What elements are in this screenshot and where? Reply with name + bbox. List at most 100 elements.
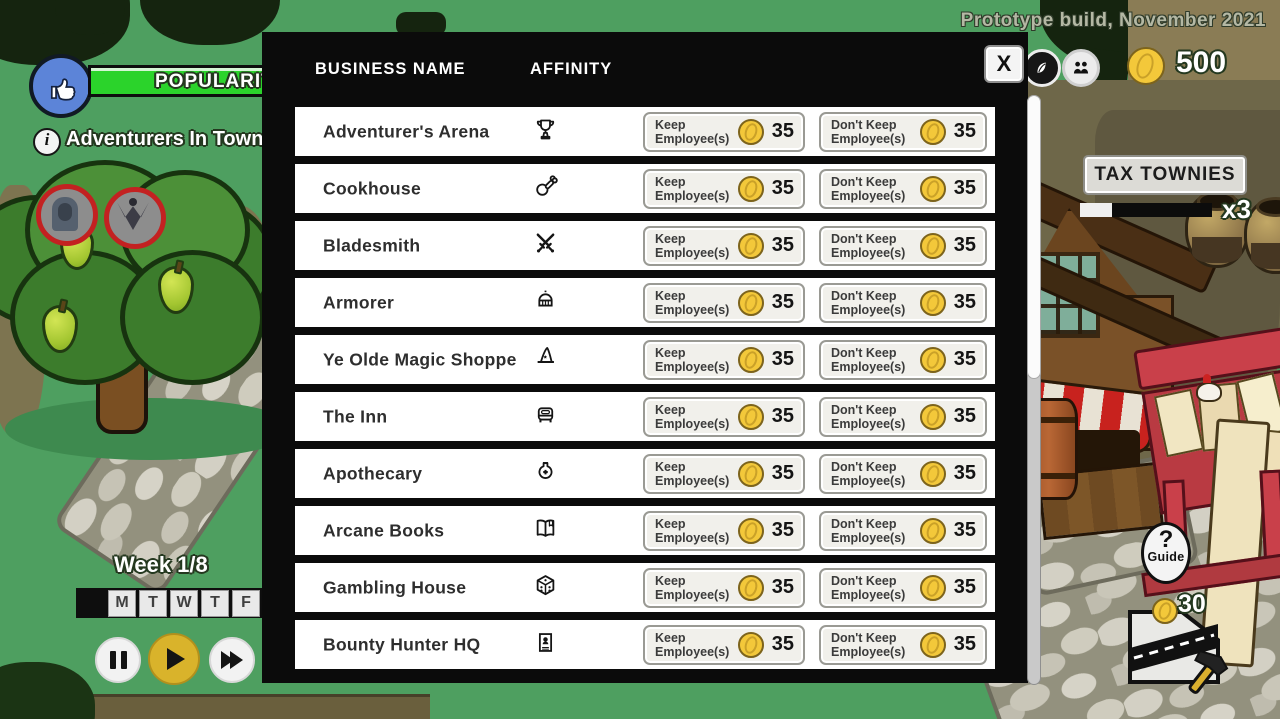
day-cell: T <box>201 589 229 617</box>
tax-progress-bar <box>1080 203 1212 217</box>
play-icon <box>167 648 185 670</box>
keep-employees-button[interactable]: Keep Employee(s) 35 <box>643 567 805 608</box>
dont-keep-employees-button[interactable]: Don't Keep Employee(s) 35 <box>819 624 987 665</box>
bed-icon <box>527 401 563 433</box>
business-row: Arcane Books Keep Employee(s) 35 Don't Ke… <box>295 506 995 555</box>
keep-employees-button[interactable]: Keep Employee(s) 35 <box>643 339 805 380</box>
dont-keep-label: Don't Keep Employee(s) <box>831 459 906 488</box>
dont-keep-employees-button[interactable]: Don't Keep Employee(s) 35 <box>819 168 987 209</box>
dont-keep-employees-button[interactable]: Don't Keep Employee(s) 35 <box>819 225 987 266</box>
dont-keep-cost: 35 <box>953 348 976 370</box>
adventurer-portrait-badge[interactable] <box>36 184 98 246</box>
coin-icon <box>919 118 946 145</box>
dont-keep-employees-button[interactable]: Don't Keep Employee(s) 35 <box>819 396 987 437</box>
dont-keep-label: Don't Keep Employee(s) <box>831 117 906 146</box>
chicken <box>1196 382 1222 402</box>
wizard-hat-icon <box>527 344 563 376</box>
keep-label: Keep Employee(s) <box>655 402 730 431</box>
coin-icon <box>737 574 764 601</box>
coin-icon <box>919 403 946 430</box>
question-mark-icon: ? <box>1158 526 1174 553</box>
dont-keep-employees-button[interactable]: Don't Keep Employee(s) 35 <box>819 282 987 323</box>
keep-employees-button[interactable]: Keep Employee(s) 35 <box>643 111 805 152</box>
business-list-modal: BUSINESS NAME AFFINITY X Adventurer's Ar… <box>262 32 1028 683</box>
bush-silhouette <box>0 662 95 719</box>
keep-cost: 35 <box>771 633 794 655</box>
dont-keep-cost: 35 <box>953 291 976 313</box>
keep-employees-button[interactable]: Keep Employee(s) 35 <box>643 168 805 209</box>
coin-icon <box>737 346 764 373</box>
tax-townies-button[interactable]: TAX TOWNIES <box>1083 155 1247 195</box>
tree-silhouette <box>140 0 280 45</box>
business-row: Ye Olde Magic Shoppe Keep Employee(s) 35 … <box>295 335 995 384</box>
keep-employees-button[interactable]: Keep Employee(s) 35 <box>643 624 805 665</box>
pear-fruit <box>42 305 78 353</box>
people-icon <box>1073 61 1089 74</box>
modal-scrollbar <box>1027 95 1041 685</box>
business-name: Cookhouse <box>323 178 421 198</box>
keep-employees-button[interactable]: Keep Employee(s) 35 <box>643 453 805 494</box>
coin-icon <box>737 118 764 145</box>
trophy-icon <box>527 116 563 148</box>
play-button[interactable] <box>148 633 200 685</box>
keep-cost: 35 <box>771 234 794 256</box>
coin-icon <box>737 232 764 259</box>
day-cell: T <box>139 589 167 617</box>
keep-label: Keep Employee(s) <box>655 231 730 260</box>
helmet-icon <box>527 287 563 319</box>
business-row: Bladesmith Keep Employee(s) 35 Don't Keep… <box>295 221 995 270</box>
keep-label: Keep Employee(s) <box>655 288 730 317</box>
dont-keep-label: Don't Keep Employee(s) <box>831 288 906 317</box>
dont-keep-cost: 35 <box>953 177 976 199</box>
coin-icon <box>919 289 946 316</box>
fast-forward-button[interactable] <box>209 637 255 683</box>
dont-keep-employees-button[interactable]: Don't Keep Employee(s) 35 <box>819 339 987 380</box>
keep-cost: 35 <box>771 462 794 484</box>
tree-shadow <box>5 398 295 460</box>
week-label: Week 1/8 <box>114 552 208 577</box>
business-name: The Inn <box>323 406 388 426</box>
keep-label: Keep Employee(s) <box>655 630 730 659</box>
leaf-badge[interactable] <box>1023 49 1061 87</box>
adventurer-portrait-badge[interactable] <box>104 187 166 249</box>
coin-icon <box>737 289 764 316</box>
keep-label: Keep Employee(s) <box>655 345 730 374</box>
dont-keep-label: Don't Keep Employee(s) <box>831 402 906 431</box>
business-row: Apothecary Keep Employee(s) 35 Don't Keep… <box>295 449 995 498</box>
business-name: Bladesmith <box>323 235 421 255</box>
keep-employees-button[interactable]: Keep Employee(s) 35 <box>643 396 805 437</box>
column-header-business: BUSINESS NAME <box>315 60 466 78</box>
coin-icon <box>919 631 946 658</box>
dont-keep-employees-button[interactable]: Don't Keep Employee(s) 35 <box>819 453 987 494</box>
leaf-icon <box>1037 62 1046 73</box>
dont-keep-cost: 35 <box>953 633 976 655</box>
popularity-label: POPULARITY <box>155 71 288 92</box>
pear-tree-foliage <box>125 255 260 380</box>
day-cell: F <box>232 589 260 617</box>
build-label: Prototype build, November 2021 <box>960 10 1266 31</box>
dont-keep-employees-button[interactable]: Don't Keep Employee(s) 35 <box>819 567 987 608</box>
business-row: Adventurer's Arena Keep Employee(s) 35 Do… <box>295 107 995 156</box>
dont-keep-employees-button[interactable]: Don't Keep Employee(s) 35 <box>819 111 987 152</box>
build-road-button[interactable]: 30 <box>1120 590 1240 695</box>
keep-cost: 35 <box>771 120 794 142</box>
coin-icon <box>737 460 764 487</box>
townies-badge[interactable] <box>1062 49 1100 87</box>
info-icon[interactable]: i <box>33 128 61 156</box>
pear-fruit <box>158 266 194 314</box>
day-strip: M T W T F S <box>76 588 291 618</box>
keep-label: Keep Employee(s) <box>655 516 730 545</box>
guide-button[interactable]: ? Guide <box>1141 522 1191 584</box>
coin-icon <box>919 460 946 487</box>
pause-button[interactable] <box>95 637 141 683</box>
keep-employees-button[interactable]: Keep Employee(s) 35 <box>643 282 805 323</box>
scrollbar-thumb[interactable] <box>1027 95 1041 379</box>
dont-keep-label: Don't Keep Employee(s) <box>831 174 906 203</box>
keep-employees-button[interactable]: Keep Employee(s) 35 <box>643 225 805 266</box>
coin-icon <box>1127 47 1165 85</box>
keep-employees-button[interactable]: Keep Employee(s) 35 <box>643 510 805 551</box>
dont-keep-label: Don't Keep Employee(s) <box>831 630 906 659</box>
popularity-bar: POPULARITY <box>88 65 286 97</box>
dont-keep-employees-button[interactable]: Don't Keep Employee(s) 35 <box>819 510 987 551</box>
close-button[interactable]: X <box>984 45 1024 83</box>
